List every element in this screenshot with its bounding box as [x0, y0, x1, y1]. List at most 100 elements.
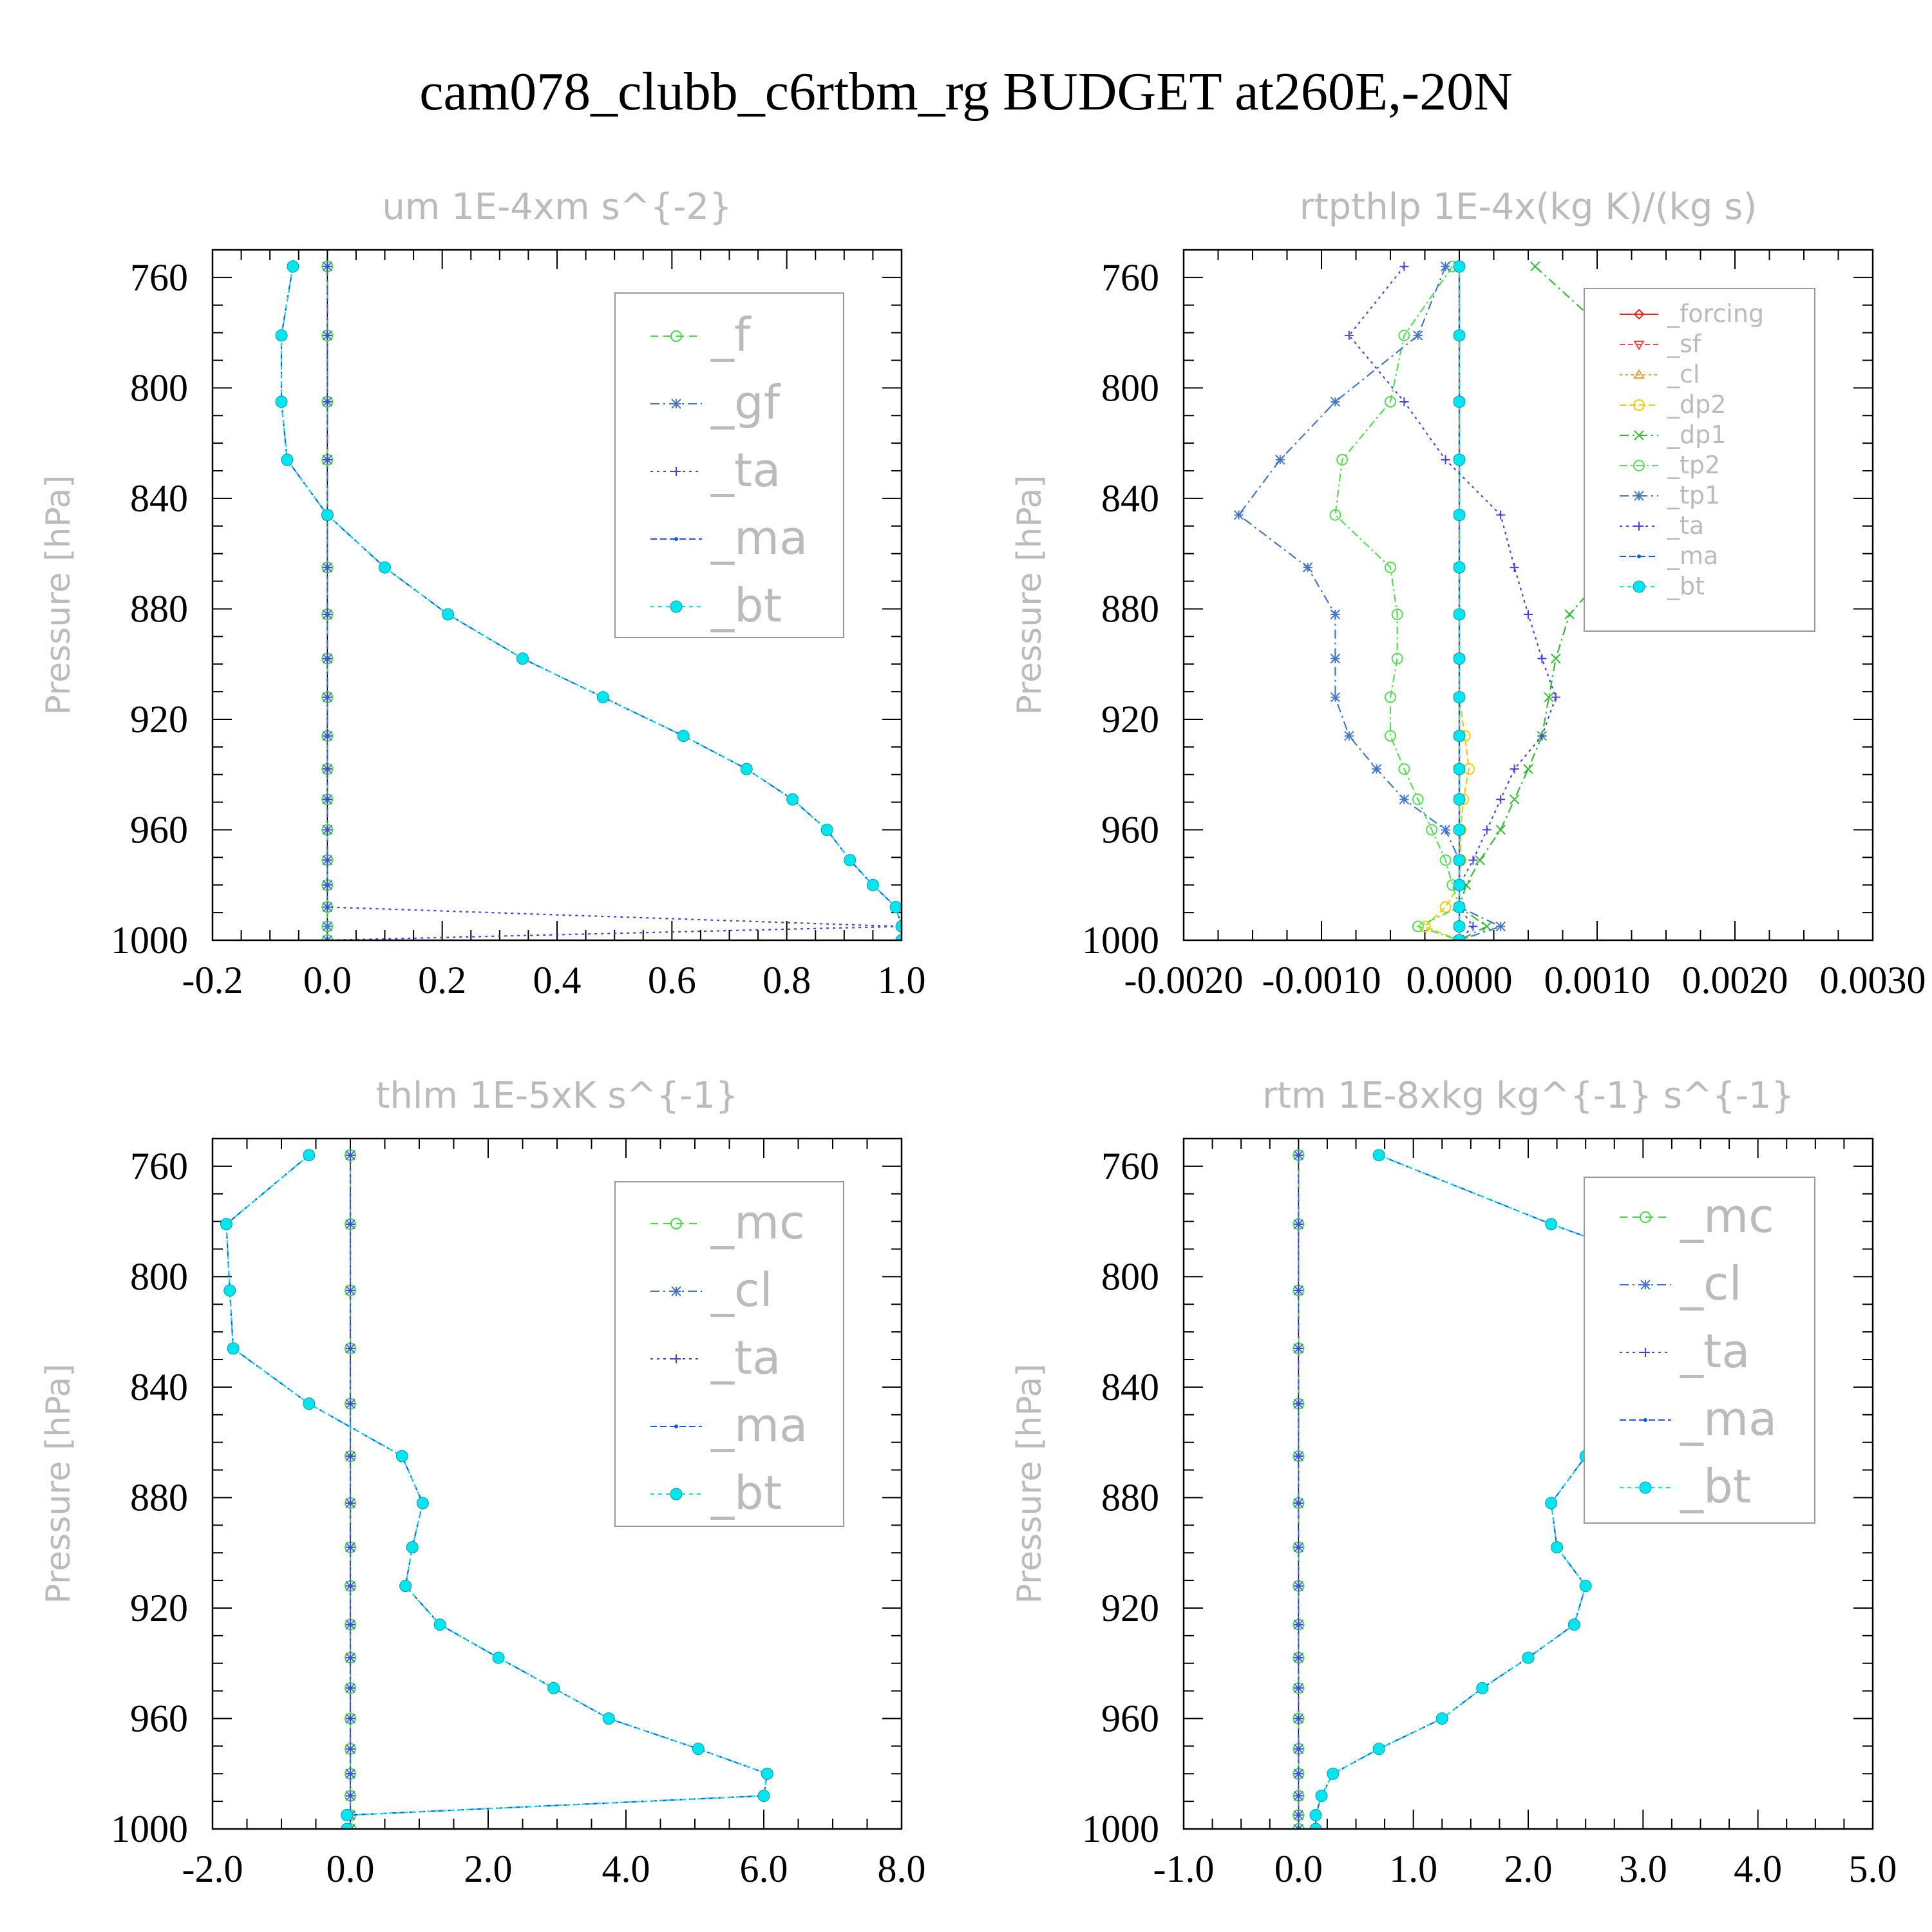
legend-entry: _ta	[650, 443, 781, 497]
data-point	[1385, 395, 1396, 408]
series-line	[225, 1154, 768, 1829]
data-point	[1482, 825, 1492, 835]
data-point	[1294, 1452, 1303, 1461]
data-point	[1567, 1618, 1580, 1631]
data-point	[1294, 1620, 1303, 1629]
legend-entry: _ma	[1620, 542, 1718, 570]
chart-panel-2: rtpthlp 1E-4x(kg K)/(kg s) Pressure [hPa]…	[1010, 186, 1926, 1001]
legend-marker	[1633, 580, 1645, 593]
legend-marker	[674, 1425, 678, 1428]
data-point	[1294, 1653, 1303, 1663]
y-tick-label: 840	[1101, 477, 1159, 520]
data-point	[1294, 1499, 1303, 1508]
data-point	[346, 1150, 355, 1160]
data-point	[1385, 730, 1396, 742]
data-point	[1495, 824, 1506, 835]
legend-entry: _gf	[650, 375, 781, 430]
y-axis-label: Pressure [hPa]	[1010, 1364, 1049, 1604]
data-point	[395, 1450, 408, 1463]
data-point	[1551, 692, 1560, 702]
legend: _mc _cl _ta _ma _bt	[614, 1181, 844, 1527]
series-line	[280, 266, 902, 940]
data-point	[602, 1712, 615, 1725]
legend-label: _f	[710, 308, 752, 362]
series-dp2	[1419, 260, 1475, 940]
data-point	[416, 1497, 429, 1510]
legend-entry: _ma	[1620, 1392, 1777, 1446]
legend-marker	[1633, 399, 1645, 411]
panel-title: rtpthlp 1E-4x(kg K)/(kg s)	[1300, 186, 1757, 228]
legend-marker	[1633, 341, 1645, 350]
data-point	[757, 1790, 770, 1803]
x-tick-label: 0.0	[303, 959, 352, 1001]
data-point	[1441, 455, 1450, 464]
data-point	[1579, 1580, 1592, 1593]
data-point	[345, 1823, 356, 1829]
data-point	[1294, 1399, 1303, 1408]
chart-panel-3: thlm 1E-5xK s^{-1} Pressure [hPa] -2.0 0.0 2…	[39, 1075, 926, 1890]
data-point	[1453, 823, 1466, 836]
legend-marker	[1637, 554, 1641, 558]
data-point	[1453, 608, 1466, 621]
data-point	[346, 1285, 355, 1295]
y-tick-label: 840	[1101, 1366, 1159, 1408]
legend: _forcing_sf_cl_dp2_dp1_tp2_tp1_ta_ma_bt	[1584, 288, 1815, 632]
data-point	[1294, 1150, 1303, 1160]
data-point	[844, 854, 857, 867]
data-point	[1537, 654, 1547, 663]
series-line	[1334, 266, 1461, 940]
data-point	[433, 1618, 446, 1631]
data-point	[1327, 1767, 1340, 1780]
x-tick-label: -0.0020	[1124, 959, 1244, 1001]
data-point	[1496, 795, 1506, 804]
data-point	[1330, 609, 1341, 620]
x-tick-label: 4.0	[1734, 1848, 1782, 1890]
legend-entry: _ma	[650, 511, 808, 565]
data-point	[346, 1499, 355, 1508]
legend-entry: _tp1	[1620, 481, 1720, 509]
data-point	[1523, 764, 1533, 774]
data-point	[323, 731, 332, 741]
data-point	[323, 692, 332, 702]
legend-entry: _ta	[650, 1331, 781, 1385]
legend-label: _tp2	[1667, 451, 1720, 479]
data-point	[399, 1580, 412, 1593]
data-point	[1330, 397, 1341, 407]
x-tick-label: 6.0	[740, 1848, 788, 1890]
y-tick-label: 800	[130, 366, 188, 409]
tick-marks	[212, 1138, 902, 1830]
legend-label: _dp2	[1667, 390, 1726, 419]
legend-label: _bt	[710, 578, 782, 632]
data-point	[1315, 1790, 1328, 1803]
tick-marks	[1183, 249, 1873, 941]
data-point	[1544, 692, 1554, 703]
data-point	[1564, 609, 1575, 620]
data-point	[303, 1149, 316, 1162]
series-line	[1238, 266, 1503, 940]
data-point	[1510, 764, 1519, 774]
data-point	[323, 825, 332, 835]
data-point	[1233, 509, 1244, 520]
data-point	[1294, 1714, 1303, 1723]
x-tick-label: 0.0000	[1406, 959, 1513, 1001]
y-tick-label: 920	[130, 1587, 188, 1629]
legend-label: _cl	[710, 1263, 773, 1317]
series-tp2	[1329, 260, 1465, 940]
legend-entry: _ma	[650, 1398, 808, 1452]
x-tick-label: 0.0030	[1820, 959, 1926, 1001]
x-tick-label: 4.0	[602, 1848, 650, 1890]
data-point	[492, 1651, 505, 1664]
legend-label: _ma	[1667, 542, 1718, 570]
data-point	[1372, 1149, 1385, 1162]
y-tick-label: 1000	[111, 1808, 188, 1850]
data-point	[341, 1809, 354, 1822]
data-point	[275, 395, 288, 408]
data-point	[761, 1767, 773, 1780]
data-point	[1385, 562, 1396, 574]
legend-label: _ta	[1680, 1324, 1750, 1378]
data-point	[323, 261, 332, 271]
data-point	[1399, 397, 1409, 406]
data-point	[346, 1399, 355, 1408]
legend-label: _ma	[710, 1398, 808, 1452]
data-point	[1468, 855, 1478, 865]
